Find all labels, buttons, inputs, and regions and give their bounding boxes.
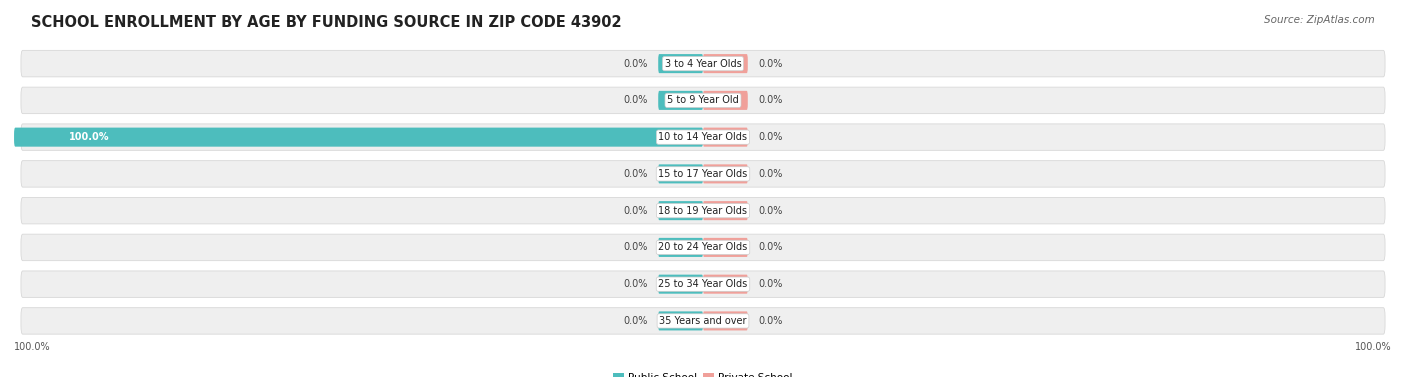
Text: 5 to 9 Year Old: 5 to 9 Year Old bbox=[666, 95, 740, 106]
Text: 0.0%: 0.0% bbox=[623, 279, 648, 289]
FancyBboxPatch shape bbox=[658, 91, 703, 110]
Text: 0.0%: 0.0% bbox=[758, 169, 783, 179]
Text: 0.0%: 0.0% bbox=[623, 169, 648, 179]
Text: 0.0%: 0.0% bbox=[758, 58, 783, 69]
FancyBboxPatch shape bbox=[703, 311, 748, 331]
FancyBboxPatch shape bbox=[703, 91, 748, 110]
Legend: Public School, Private School: Public School, Private School bbox=[609, 369, 797, 377]
Text: 0.0%: 0.0% bbox=[758, 316, 783, 326]
Text: 3 to 4 Year Olds: 3 to 4 Year Olds bbox=[665, 58, 741, 69]
Text: Source: ZipAtlas.com: Source: ZipAtlas.com bbox=[1264, 15, 1375, 25]
FancyBboxPatch shape bbox=[703, 201, 748, 220]
Text: 100.0%: 100.0% bbox=[1355, 342, 1392, 352]
FancyBboxPatch shape bbox=[21, 198, 1385, 224]
Text: 0.0%: 0.0% bbox=[758, 242, 783, 253]
Text: 0.0%: 0.0% bbox=[623, 205, 648, 216]
FancyBboxPatch shape bbox=[658, 238, 703, 257]
Text: 18 to 19 Year Olds: 18 to 19 Year Olds bbox=[658, 205, 748, 216]
FancyBboxPatch shape bbox=[21, 161, 1385, 187]
FancyBboxPatch shape bbox=[21, 87, 1385, 113]
FancyBboxPatch shape bbox=[703, 164, 748, 184]
Text: 25 to 34 Year Olds: 25 to 34 Year Olds bbox=[658, 279, 748, 289]
FancyBboxPatch shape bbox=[658, 274, 703, 294]
Text: 100.0%: 100.0% bbox=[14, 342, 51, 352]
Text: 0.0%: 0.0% bbox=[623, 242, 648, 253]
Text: 0.0%: 0.0% bbox=[623, 95, 648, 106]
FancyBboxPatch shape bbox=[703, 127, 748, 147]
FancyBboxPatch shape bbox=[21, 51, 1385, 77]
Text: 15 to 17 Year Olds: 15 to 17 Year Olds bbox=[658, 169, 748, 179]
FancyBboxPatch shape bbox=[703, 238, 748, 257]
FancyBboxPatch shape bbox=[21, 234, 1385, 261]
FancyBboxPatch shape bbox=[658, 311, 703, 331]
FancyBboxPatch shape bbox=[21, 124, 1385, 150]
Text: 0.0%: 0.0% bbox=[758, 132, 783, 142]
Text: 20 to 24 Year Olds: 20 to 24 Year Olds bbox=[658, 242, 748, 253]
FancyBboxPatch shape bbox=[14, 127, 703, 147]
FancyBboxPatch shape bbox=[658, 54, 703, 73]
Text: 0.0%: 0.0% bbox=[758, 205, 783, 216]
Text: 100.0%: 100.0% bbox=[69, 132, 110, 142]
Text: 35 Years and over: 35 Years and over bbox=[659, 316, 747, 326]
Text: SCHOOL ENROLLMENT BY AGE BY FUNDING SOURCE IN ZIP CODE 43902: SCHOOL ENROLLMENT BY AGE BY FUNDING SOUR… bbox=[31, 15, 621, 30]
Text: 0.0%: 0.0% bbox=[758, 95, 783, 106]
Text: 0.0%: 0.0% bbox=[758, 279, 783, 289]
FancyBboxPatch shape bbox=[703, 54, 748, 73]
FancyBboxPatch shape bbox=[658, 201, 703, 220]
FancyBboxPatch shape bbox=[703, 274, 748, 294]
FancyBboxPatch shape bbox=[658, 164, 703, 184]
Text: 0.0%: 0.0% bbox=[623, 316, 648, 326]
FancyBboxPatch shape bbox=[21, 308, 1385, 334]
FancyBboxPatch shape bbox=[21, 271, 1385, 297]
Text: 0.0%: 0.0% bbox=[623, 58, 648, 69]
Text: 10 to 14 Year Olds: 10 to 14 Year Olds bbox=[658, 132, 748, 142]
